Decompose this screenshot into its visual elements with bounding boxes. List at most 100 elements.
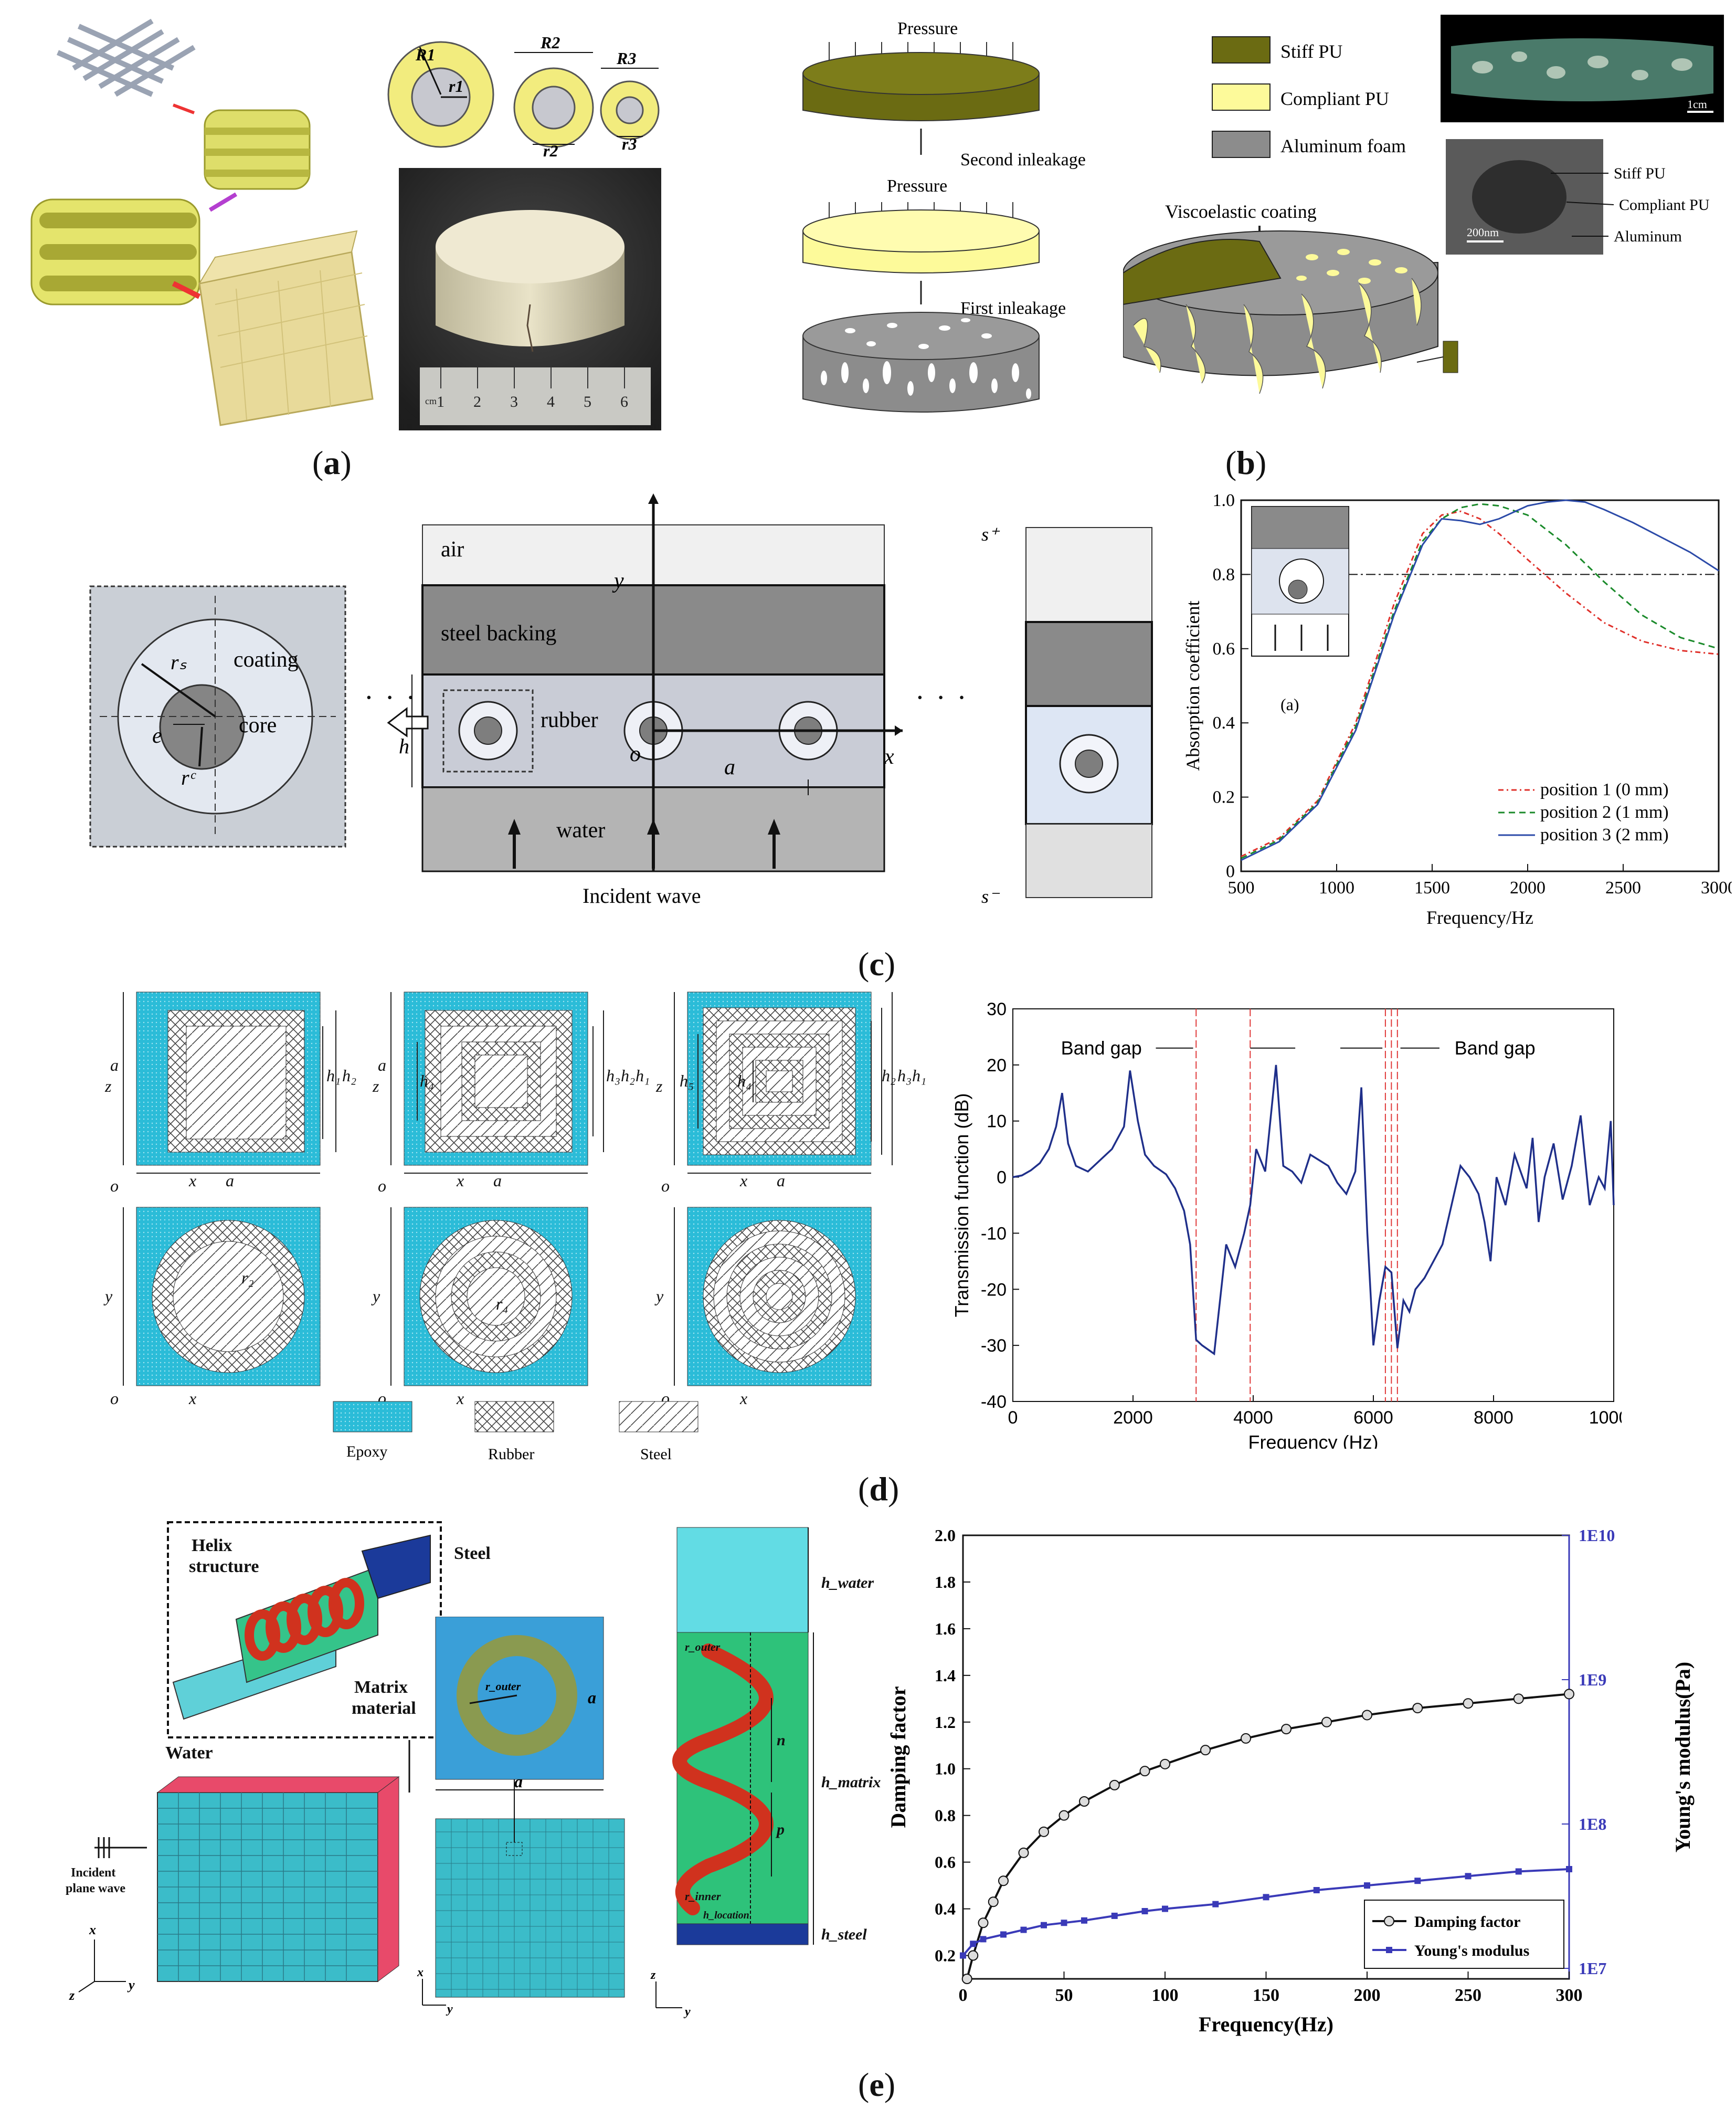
axis-origin-3: o (661, 1176, 670, 1195)
cell-rect-1 (136, 992, 321, 1166)
gray-lattice (56, 18, 196, 97)
panel-d-unit-cells: z a o x a h₁ h₂ z a o x a h₄ h₃ h₂ h₁ z … (103, 992, 926, 1463)
transmission-line (1012, 1064, 1615, 1356)
y-tick-label: 0.6 (935, 1853, 956, 1872)
legend-label: Young's modulus (1414, 1942, 1529, 1959)
y-tick-label: 1.0 (1213, 491, 1235, 510)
modulus-point (1515, 1868, 1522, 1875)
damping-point (978, 1917, 989, 1928)
axis-x-5: x (456, 1389, 464, 1408)
label-helix: Helix (192, 1536, 232, 1555)
y2-tick-label: 1E7 (1579, 1959, 1606, 1978)
scale-bar-200nm: 200nm (1467, 226, 1499, 239)
axis-z-e: z (69, 1988, 75, 2002)
label-water: water (556, 818, 605, 842)
panel-b-legend-and-coating: Stiff PU Compliant PU Aluminum foam Visc… (1123, 36, 1458, 394)
label-h-water: h_water (821, 1574, 874, 1591)
legend-swatch-foam (1212, 131, 1271, 158)
panel-c-supercell: s⁺ s⁻ (981, 524, 1153, 907)
modulus-point (1162, 1905, 1168, 1912)
modulus-point (970, 1941, 977, 1947)
dim-h5: h₅ (680, 1071, 694, 1090)
dim-a-bottom: a (226, 1171, 234, 1190)
label-steel-e: Steel (454, 1544, 491, 1563)
legend-swatch-compliant (1212, 83, 1271, 111)
x-tick-label: 250 (1455, 1986, 1481, 2005)
label-e: e (152, 724, 162, 748)
dim-a-2: a (378, 1056, 386, 1074)
damping-point (961, 1974, 972, 1984)
panel-b-process-diagram: Pressure Second inleakage Pressure First… (802, 19, 1086, 413)
label-r1: r1 (449, 77, 463, 96)
y-tick-label: 0.8 (1213, 565, 1235, 584)
axis-x-top: x (417, 1966, 424, 1979)
label-incident-e-2: plane wave (66, 1882, 125, 1895)
modulus-point (1566, 1865, 1572, 1872)
x-tick-label: 150 (1253, 1986, 1279, 2005)
y-tick-label: 0.2 (1213, 788, 1235, 807)
label-s-minus: s⁻ (981, 886, 1000, 907)
sem-label-stiff: Stiff PU (1614, 165, 1666, 182)
modulus-point (1465, 1873, 1472, 1880)
axis-z: z (104, 1077, 112, 1095)
label-s-plus: s⁺ (981, 524, 1000, 545)
legend-swatch-epoxy (333, 1401, 412, 1432)
y-tick-label: 1.4 (935, 1666, 956, 1685)
modulus-point (1263, 1894, 1269, 1901)
ruler (420, 367, 651, 425)
modulus-point (1111, 1912, 1118, 1919)
legend-compliant-pu: Compliant PU (1280, 88, 1389, 109)
ruler-unit: cm (425, 396, 437, 406)
cell-rect-2 (404, 992, 588, 1166)
label-p: p (775, 1821, 785, 1838)
legend-steel: Steel (640, 1446, 672, 1463)
axis-y-top: y (446, 2002, 453, 2016)
damping-point (998, 1875, 1009, 1886)
label-r-outer-top: r_outer (485, 1680, 521, 1693)
damping-point (988, 1896, 999, 1907)
axis-x-2: x (456, 1171, 464, 1190)
damping-point (1513, 1693, 1524, 1704)
damping-point (1463, 1698, 1474, 1709)
modulus-point (1081, 1917, 1087, 1924)
y-tick-label: 10 (987, 1112, 1007, 1132)
legend-epoxy: Epoxy (346, 1443, 387, 1460)
dim-h2-3: h₂ (882, 1066, 896, 1085)
label-steel-backing: steel backing (441, 621, 556, 646)
legend-rubber: Rubber (488, 1446, 534, 1463)
damping-point (1564, 1689, 1574, 1700)
panel-e-helix-model: Helix structure Steel Matrix material Wa… (66, 1521, 491, 2002)
damping-point (1321, 1716, 1332, 1727)
modulus-point (1212, 1901, 1219, 1907)
axis-z-3: z (655, 1077, 663, 1095)
label-R2: R2 (540, 33, 560, 52)
x-tick-label: 2000 (1510, 878, 1546, 898)
legend-swatch-stiff (1212, 36, 1271, 64)
label-a-period: a (724, 755, 735, 779)
legend-swatch-rubber (474, 1401, 554, 1432)
damping-point (1018, 1847, 1029, 1858)
modulus-point (1414, 1878, 1421, 1884)
dim-h3: h₃ (606, 1066, 620, 1085)
label-rc: rᶜ (181, 766, 197, 789)
label-r2: r2 (543, 141, 558, 157)
label-matrix: Matrix (354, 1678, 408, 1697)
x-tick-label: 10000 (1589, 1408, 1622, 1428)
x-tick-label: 500 (1228, 878, 1255, 898)
helix-3d (245, 1578, 364, 1661)
modulus-point (1141, 1908, 1148, 1915)
panel-label-c: (c) (858, 945, 896, 983)
dim-r4: r₄ (496, 1294, 509, 1313)
steel-block (361, 1534, 431, 1599)
label-incident-wave: Incident wave (583, 884, 701, 908)
axis-y-side: y (683, 2005, 691, 2018)
panel-a-ring-diagrams: R1 r1 R2 r2 R3 r3 (387, 33, 660, 157)
x-tick-label: 8000 (1474, 1408, 1513, 1428)
label-water-e: Water (165, 1743, 213, 1763)
x-axis-label: Frequency(Hz) (1199, 2012, 1333, 2036)
ellipsis-left: · · · (365, 682, 417, 713)
ellipsis-right: · · · (916, 682, 968, 713)
damping-point (968, 1950, 979, 1961)
inset-steel (1251, 506, 1349, 549)
axis-z-2: z (372, 1077, 379, 1095)
